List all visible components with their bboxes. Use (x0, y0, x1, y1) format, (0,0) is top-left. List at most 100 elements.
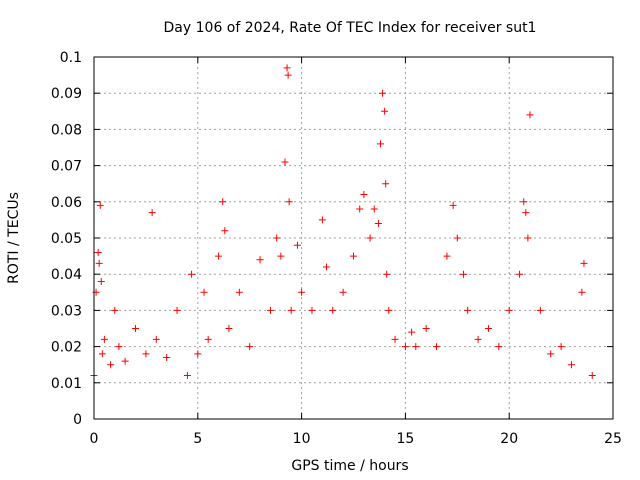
data-point (382, 180, 390, 188)
data-point (443, 252, 451, 260)
data-point (495, 343, 503, 351)
x-tick-labels: 0 5 10 15 20 25 (90, 431, 622, 447)
data-point (194, 350, 202, 358)
data-point (281, 158, 289, 166)
data-point (578, 288, 586, 296)
y-tick-label: 0.02 (51, 340, 82, 356)
data-point (422, 325, 430, 332)
x-axis-label: GPS time / hours (291, 458, 408, 474)
data-point (266, 306, 274, 314)
scatter-points (90, 64, 596, 380)
data-point (374, 220, 382, 228)
data-point (98, 350, 106, 358)
data-point (221, 227, 229, 235)
data-point (547, 350, 555, 358)
data-point (115, 343, 123, 351)
data-point (524, 234, 532, 242)
data-point (329, 306, 337, 314)
data-point (323, 263, 331, 271)
data-point (111, 306, 119, 314)
data-point (308, 306, 316, 314)
data-point (246, 343, 254, 351)
data-point (277, 252, 285, 260)
y-tick-label: 0.01 (51, 376, 82, 392)
data-point (183, 372, 191, 380)
data-point (412, 343, 420, 351)
data-point (505, 306, 513, 314)
data-point (464, 306, 472, 314)
x-tick-label: 25 (604, 431, 622, 447)
data-point (385, 306, 393, 314)
data-point (163, 353, 171, 361)
data-point (484, 325, 492, 332)
data-point (225, 325, 233, 332)
data-point (235, 288, 243, 296)
data-point (588, 372, 596, 380)
y-tick-labels: 0 0.01 0.02 0.03 0.04 0.05 0.06 0.07 0.08 0.09 0.1 (51, 50, 82, 428)
data-point (520, 198, 528, 206)
data-point (285, 198, 293, 206)
data-point (522, 209, 530, 217)
data-point (188, 270, 196, 278)
data-point (94, 248, 102, 256)
x-tick-label: 10 (293, 431, 311, 447)
data-point (339, 288, 347, 296)
data-point (567, 361, 575, 369)
data-point (536, 306, 544, 314)
data-point (453, 234, 461, 242)
data-point (273, 234, 281, 242)
data-point (97, 277, 105, 285)
data-point (516, 270, 524, 278)
data-point (132, 325, 140, 332)
data-point (401, 343, 409, 351)
data-point (379, 89, 387, 97)
data-point (215, 252, 223, 260)
data-point (350, 252, 357, 260)
data-point (256, 256, 264, 264)
data-point (95, 259, 103, 267)
data-point (96, 201, 104, 209)
data-point (173, 306, 181, 314)
data-point (474, 335, 482, 343)
y-tick-label: 0.09 (51, 86, 82, 102)
data-point (284, 71, 292, 79)
y-tick-label: 0.08 (51, 122, 82, 138)
y-tick-label: 0.05 (51, 231, 82, 247)
y-tick-label: 0.03 (51, 303, 82, 319)
x-tick-label: 5 (193, 431, 202, 447)
x-tick-label: 15 (396, 431, 414, 447)
data-point (381, 107, 389, 115)
data-point (383, 270, 391, 278)
y-axis-label: ROTI / TECUs (6, 192, 22, 284)
data-point (408, 328, 416, 336)
data-point (293, 241, 301, 249)
x-tick-label: 0 (90, 431, 99, 447)
data-point (360, 191, 368, 199)
data-point (287, 306, 295, 314)
x-tick-label: 20 (500, 431, 518, 447)
data-point (449, 201, 457, 209)
data-point (200, 288, 208, 296)
y-tick-label: 0 (73, 412, 82, 428)
y-tick-label: 0.1 (60, 50, 82, 66)
data-point (298, 288, 306, 296)
axis-ticks (93, 56, 614, 420)
data-point (557, 343, 565, 351)
chart-title: Day 106 of 2024, Rate Of TEC Index for r… (164, 20, 537, 36)
data-point (526, 111, 534, 119)
data-point (580, 259, 588, 267)
data-point (366, 234, 374, 242)
data-point (356, 205, 364, 213)
data-point (376, 140, 384, 148)
data-point (152, 335, 160, 343)
data-point (391, 335, 399, 343)
data-point (204, 335, 212, 343)
y-tick-label: 0.07 (51, 159, 82, 175)
data-point (318, 216, 326, 224)
data-point (433, 343, 441, 351)
data-point (121, 357, 129, 365)
y-tick-label: 0.06 (51, 195, 82, 211)
y-tick-label: 0.04 (51, 267, 82, 283)
data-point (283, 64, 291, 72)
